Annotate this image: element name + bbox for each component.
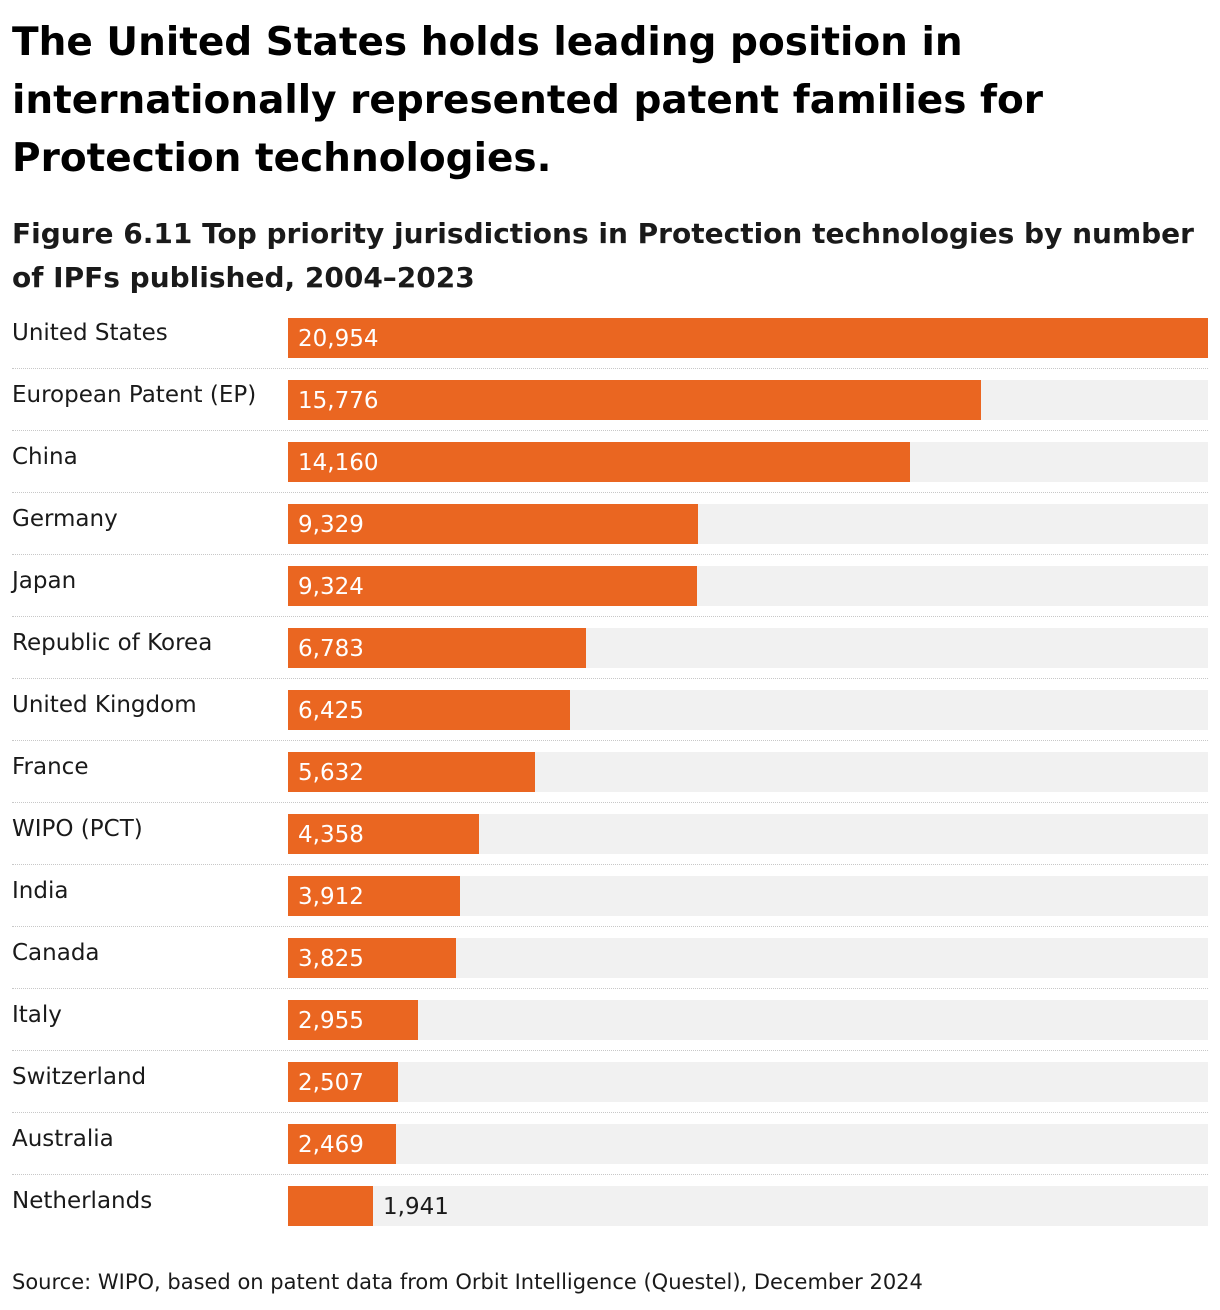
bar-track: 15,776 <box>288 380 1208 420</box>
row-separator <box>12 802 1208 803</box>
bar-row: France 5,632 <box>0 744 1220 806</box>
bar-row: Netherlands 1,941 <box>0 1178 1220 1240</box>
value-label: 15,776 <box>298 388 379 414</box>
category-label: Netherlands <box>12 1188 153 1214</box>
source-note: Source: WIPO, based on patent data from … <box>12 1270 923 1294</box>
bar <box>288 1000 418 1040</box>
bar-row: Japan 9,324 <box>0 558 1220 620</box>
bar <box>288 380 981 420</box>
bar-track: 9,324 <box>288 566 1208 606</box>
value-label: 5,632 <box>298 760 364 786</box>
category-label: India <box>12 878 69 904</box>
bar <box>288 318 1208 358</box>
bar <box>288 1124 396 1164</box>
category-label: Australia <box>12 1126 114 1152</box>
bar-track: 20,954 <box>288 318 1208 358</box>
bar-track: 3,825 <box>288 938 1208 978</box>
value-label: 2,955 <box>298 1008 364 1034</box>
bar-track: 6,783 <box>288 628 1208 668</box>
row-separator <box>12 430 1208 431</box>
category-label: Japan <box>12 568 77 594</box>
row-separator <box>12 492 1208 493</box>
bar-row: Australia 2,469 <box>0 1116 1220 1178</box>
value-label: 9,324 <box>298 574 364 600</box>
bar-track: 2,955 <box>288 1000 1208 1040</box>
category-label: European Patent (EP) <box>12 382 257 408</box>
bar-row: Italy 2,955 <box>0 992 1220 1054</box>
bar-row: India 3,912 <box>0 868 1220 930</box>
row-separator <box>12 1112 1208 1113</box>
category-label: France <box>12 754 89 780</box>
bar-track: 4,358 <box>288 814 1208 854</box>
value-label: 3,912 <box>298 884 364 910</box>
bar-chart: United States 20,954 European Patent (EP) 1… <box>0 310 1220 1240</box>
bar-row: Canada 3,825 <box>0 930 1220 992</box>
row-separator <box>12 1174 1208 1175</box>
category-label: Italy <box>12 1002 62 1028</box>
bar-row: European Patent (EP) 15,776 <box>0 372 1220 434</box>
row-separator <box>12 368 1208 369</box>
bar-track: 2,507 <box>288 1062 1208 1102</box>
row-separator <box>12 1050 1208 1051</box>
row-separator <box>12 616 1208 617</box>
category-label: United Kingdom <box>12 692 197 718</box>
bar-row: United Kingdom 6,425 <box>0 682 1220 744</box>
bar-track: 6,425 <box>288 690 1208 730</box>
bar-row: WIPO (PCT) 4,358 <box>0 806 1220 868</box>
category-label: WIPO (PCT) <box>12 816 143 842</box>
value-label: 6,783 <box>298 636 364 662</box>
row-separator <box>12 988 1208 989</box>
value-label: 4,358 <box>298 822 364 848</box>
value-label: 3,825 <box>298 946 364 972</box>
bar-row: Germany 9,329 <box>0 496 1220 558</box>
bar-track: 5,632 <box>288 752 1208 792</box>
value-label: 14,160 <box>298 450 379 476</box>
bar-track: 3,912 <box>288 876 1208 916</box>
bar <box>288 752 535 792</box>
value-label: 20,954 <box>298 326 379 352</box>
bar-row: Switzerland 2,507 <box>0 1054 1220 1116</box>
value-label: 6,425 <box>298 698 364 724</box>
value-label: 1,941 <box>383 1194 449 1220</box>
bar-row: United States 20,954 <box>0 310 1220 372</box>
bar <box>288 442 910 482</box>
bar-row: Republic of Korea 6,783 <box>0 620 1220 682</box>
row-separator <box>12 864 1208 865</box>
bar-track: 9,329 <box>288 504 1208 544</box>
row-separator <box>12 926 1208 927</box>
bar <box>288 1186 373 1226</box>
category-label: Republic of Korea <box>12 630 213 656</box>
bar <box>288 938 456 978</box>
row-separator <box>12 740 1208 741</box>
category-label: Canada <box>12 940 100 966</box>
category-label: China <box>12 444 78 470</box>
value-label: 9,329 <box>298 512 364 538</box>
bar <box>288 566 697 606</box>
row-separator <box>12 554 1208 555</box>
bar-row: China 14,160 <box>0 434 1220 496</box>
chart-headline: The United States holds leading position… <box>12 20 1044 181</box>
bar <box>288 504 698 544</box>
category-label: Switzerland <box>12 1064 147 1090</box>
value-label: 2,507 <box>298 1070 364 1096</box>
bar <box>288 1062 398 1102</box>
chart-title: Figure 6.11 Top priority jurisdictions i… <box>12 217 1194 294</box>
value-label: 2,469 <box>298 1132 364 1158</box>
bar <box>288 876 460 916</box>
bar <box>288 690 570 730</box>
row-separator <box>12 678 1208 679</box>
category-label: Germany <box>12 506 118 532</box>
bar-track: 14,160 <box>288 442 1208 482</box>
bar <box>288 628 586 668</box>
bar <box>288 814 479 854</box>
bar-track: 2,469 <box>288 1124 1208 1164</box>
category-label: United States <box>12 320 168 346</box>
bar-track: 1,941 <box>288 1186 1208 1226</box>
